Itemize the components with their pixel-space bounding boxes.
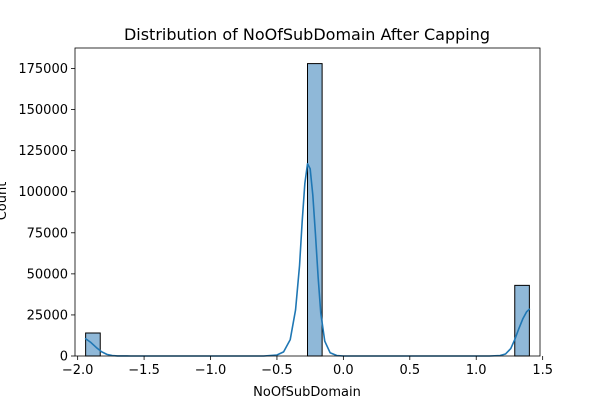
y-tick-label: 100000 <box>18 185 68 200</box>
y-tick-label: 25000 <box>27 308 68 323</box>
y-tick-label: 125000 <box>18 144 68 159</box>
axes-frame <box>74 47 541 357</box>
x-tick-label: −1.0 <box>195 363 227 378</box>
y-tick-label: 150000 <box>18 103 68 118</box>
x-tick-label: 0.0 <box>333 363 354 378</box>
x-tick-label: −1.5 <box>128 363 160 378</box>
y-axis-label: Count <box>0 182 10 221</box>
x-axis-label: NoOfSubDomain <box>253 385 361 400</box>
y-tick-label: 0 <box>60 350 68 365</box>
plot-area: −2.0 −1.5 −1.0 −0.5 0.0 0.5 1.0 1.5 0 25000 50000 7… <box>18 47 553 378</box>
x-tick-label: −2.0 <box>62 363 94 378</box>
y-tick-label: 50000 <box>27 267 68 282</box>
y-tick-label: 175000 <box>18 62 68 77</box>
x-tick-label: 1.5 <box>532 363 553 378</box>
x-tick-label: 0.5 <box>399 363 420 378</box>
x-tick-label: 1.0 <box>466 363 487 378</box>
x-tick-label: −0.5 <box>261 363 293 378</box>
y-tick-label: 75000 <box>27 226 68 241</box>
chart-title: Distribution of NoOfSubDomain After Capp… <box>124 25 490 44</box>
